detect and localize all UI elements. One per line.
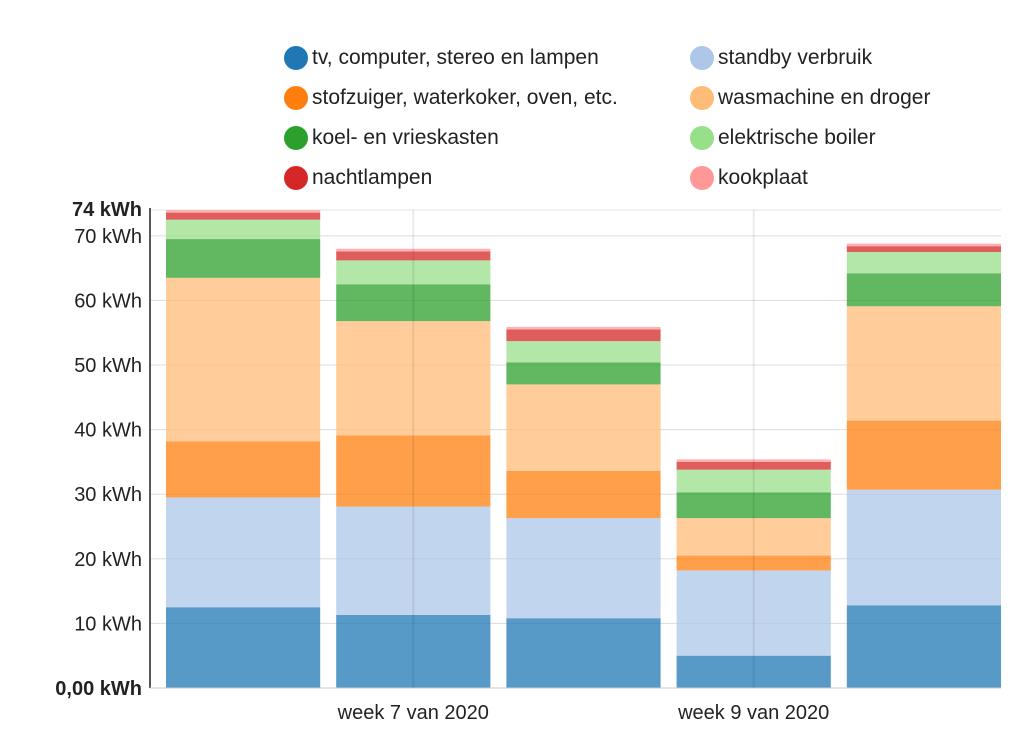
bar-segment[interactable] (846, 306, 1001, 421)
bar-segment[interactable] (506, 618, 661, 688)
bar-segment[interactable] (846, 489, 1001, 606)
legend-swatch (690, 126, 714, 150)
bar-segment[interactable] (166, 441, 321, 498)
bar-segment[interactable] (166, 497, 321, 608)
bar-segment[interactable] (846, 246, 1001, 252)
legend-swatch (690, 86, 714, 110)
bar-segment[interactable] (506, 326, 661, 330)
bar-segment[interactable] (336, 435, 491, 507)
legend-item[interactable]: kookplaat (690, 160, 808, 196)
legend-label: standby verbruik (718, 46, 873, 69)
bar-segment[interactable] (846, 251, 1001, 274)
y-tick-label: 60 kWh (74, 290, 142, 312)
bar-segment[interactable] (676, 518, 831, 556)
y-tick-label: 50 kWh (74, 355, 142, 377)
bar-segment[interactable] (506, 384, 661, 471)
legend-item[interactable]: standby verbruik (690, 40, 872, 76)
y-axis (149, 208, 1001, 689)
legend-swatch (284, 126, 308, 150)
legend-swatch (690, 166, 714, 190)
bar-stacks (166, 210, 1001, 688)
legend-swatch (284, 46, 308, 70)
bar-segment[interactable] (676, 655, 831, 688)
bar-segment[interactable] (846, 273, 1001, 307)
bar-segment[interactable] (506, 329, 661, 342)
bar-segment[interactable] (166, 239, 321, 278)
y-tick-label: 40 kWh (74, 420, 142, 442)
y-max-label: 74 kWh (72, 199, 142, 221)
legend-swatch (284, 166, 308, 190)
bar-segment[interactable] (846, 243, 1001, 247)
legend-item[interactable]: koel- en vrieskasten (284, 120, 499, 156)
bar-segment[interactable] (676, 570, 831, 656)
bar-segment[interactable] (166, 210, 321, 213)
y-min-label: 0,00 kWh (55, 678, 142, 700)
legend-swatch (284, 86, 308, 110)
bar-segment[interactable] (846, 420, 1001, 490)
bar-segment[interactable] (676, 469, 831, 493)
bar-segment[interactable] (506, 518, 661, 619)
legend-label: kookplaat (718, 166, 808, 189)
legend-label: nachtlampen (312, 166, 433, 189)
legend-item[interactable]: wasmachine en droger (690, 80, 930, 116)
y-tick-label: 20 kWh (74, 549, 142, 571)
legend-swatch (690, 46, 714, 70)
bar-segment[interactable] (166, 212, 321, 220)
legend-label: stofzuiger, waterkoker, oven, etc. (312, 86, 618, 109)
legend: tv, computer, stereo en lampen standby ve… (284, 40, 1024, 200)
bar-segment[interactable] (676, 459, 831, 462)
legend-label: koel- en vrieskasten (312, 126, 499, 149)
bar-segment[interactable] (336, 248, 491, 252)
bar-segment[interactable] (506, 362, 661, 385)
x-tick-labels: week 7 van 2020 week 9 van 2020 (337, 702, 830, 724)
y-tick-labels: 10 kWh 20 kWh 30 kWh 40 kWh 50 kWh 60 kWh 70 k… (55, 199, 142, 700)
bar-segment[interactable] (336, 260, 491, 285)
bar-segment[interactable] (336, 321, 491, 436)
bar-segment[interactable] (506, 470, 661, 519)
y-tick-label: 30 kWh (74, 484, 142, 506)
bar-segment[interactable] (336, 284, 491, 322)
x-tick-label: week 9 van 2020 (677, 702, 829, 724)
legend-label: tv, computer, stereo en lampen (312, 46, 599, 69)
bar-segment[interactable] (846, 605, 1001, 688)
bar-segment[interactable] (506, 341, 661, 363)
x-tick-label: week 7 van 2020 (337, 702, 489, 724)
legend-label: elektrische boiler (718, 126, 876, 149)
legend-item[interactable]: elektrische boiler (690, 120, 876, 156)
legend-label: wasmachine en droger (718, 86, 931, 109)
bar-segment[interactable] (166, 277, 321, 442)
bar-segment[interactable] (166, 607, 321, 688)
bar-segment[interactable] (336, 615, 491, 688)
bar-segment[interactable] (676, 461, 831, 470)
bar-segment[interactable] (676, 555, 831, 571)
legend-item[interactable]: stofzuiger, waterkoker, oven, etc. (284, 80, 618, 116)
bar-segment[interactable] (336, 251, 491, 261)
legend-item[interactable]: nachtlampen (284, 160, 432, 196)
y-tick-label: 10 kWh (74, 613, 142, 635)
bar-segment[interactable] (676, 492, 831, 519)
bar-segment[interactable] (336, 506, 491, 616)
bar-segment[interactable] (166, 219, 321, 240)
legend-item[interactable]: tv, computer, stereo en lampen (284, 40, 599, 76)
y-tick-label: 70 kWh (74, 226, 142, 248)
